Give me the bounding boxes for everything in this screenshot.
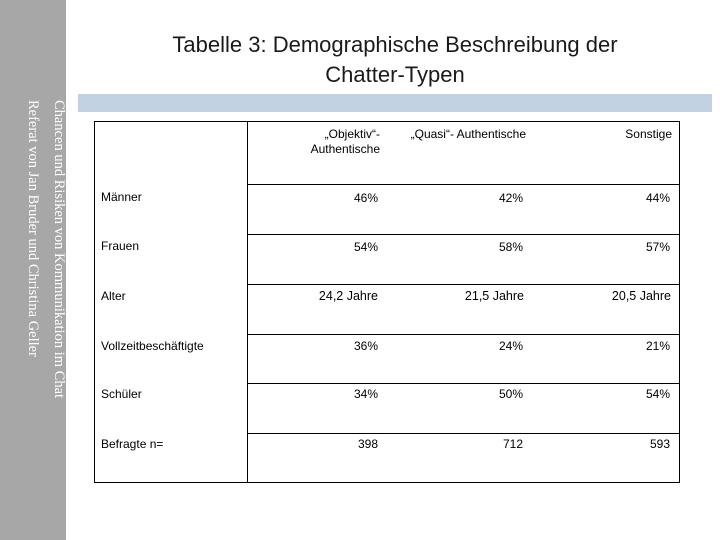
header-objektiv-authentische: „Objektiv“- Authentische [310,127,380,156]
cell-befragte-quasi: 712 [502,437,523,451]
table-row-divider [248,284,679,285]
table-row-divider [248,184,679,185]
sidebar-line-authors: Referat von Jan Bruder und Christina Gel… [25,100,41,357]
cell-schueler-sonstige: 54% [645,387,670,401]
cell-frauen-quasi: 58% [498,240,523,254]
row-label-alter: Alter [101,289,126,303]
cell-schueler-objektiv: 34% [353,387,378,401]
cell-maenner-sonstige: 44% [645,191,670,205]
cell-frauen-sonstige: 57% [645,240,670,254]
table-row-divider [248,334,679,335]
cell-vollzeit-quasi: 24% [498,339,523,353]
cell-maenner-objektiv: 46% [353,191,378,205]
cell-schueler-quasi: 50% [498,387,523,401]
page-title: Tabelle 3: Demographische Beschreibung d… [70,30,720,90]
cell-befragte-objektiv: 398 [357,437,378,451]
header-quasi-authentische: „Quasi“- Authentische [410,127,526,141]
table-row-divider [248,234,679,235]
accent-band-gap [712,94,720,112]
cell-vollzeit-objektiv: 36% [353,339,378,353]
table-row-divider [248,433,679,434]
table-row-divider [248,383,679,384]
sidebar-line-title: Chancen und Risiken von Kommunikation im… [51,100,67,399]
cell-maenner-quasi: 42% [498,191,523,205]
header-sonstige: Sonstige [625,127,672,141]
cell-alter-objektiv: 24,2 Jahre [318,289,378,303]
row-label-vollzeitbeschaeftigte: Vollzeitbeschäftigte [101,339,204,353]
table-column-divider [247,122,248,482]
row-label-maenner: Männer [101,190,142,204]
cell-frauen-objektiv: 54% [353,240,378,254]
cell-befragte-sonstige: 593 [649,437,670,451]
sidebar-caption: Chancen und Risiken von Kommunikation im… [20,100,72,398]
row-label-befragte: Befragte n= [101,437,164,451]
title-line-1: Tabelle 3: Demographische Beschreibung d… [172,32,618,57]
row-label-schueler: Schüler [101,387,142,401]
sidebar-panel [0,0,66,540]
cell-vollzeit-sonstige: 21% [645,339,670,353]
cell-alter-sonstige: 20,5 Jahre [611,289,671,303]
cell-alter-quasi: 21,5 Jahre [464,289,524,303]
demographics-table [94,121,680,483]
title-line-2: Chatter-Typen [325,62,465,87]
row-label-frauen: Frauen [101,239,140,253]
accent-band [78,94,720,112]
